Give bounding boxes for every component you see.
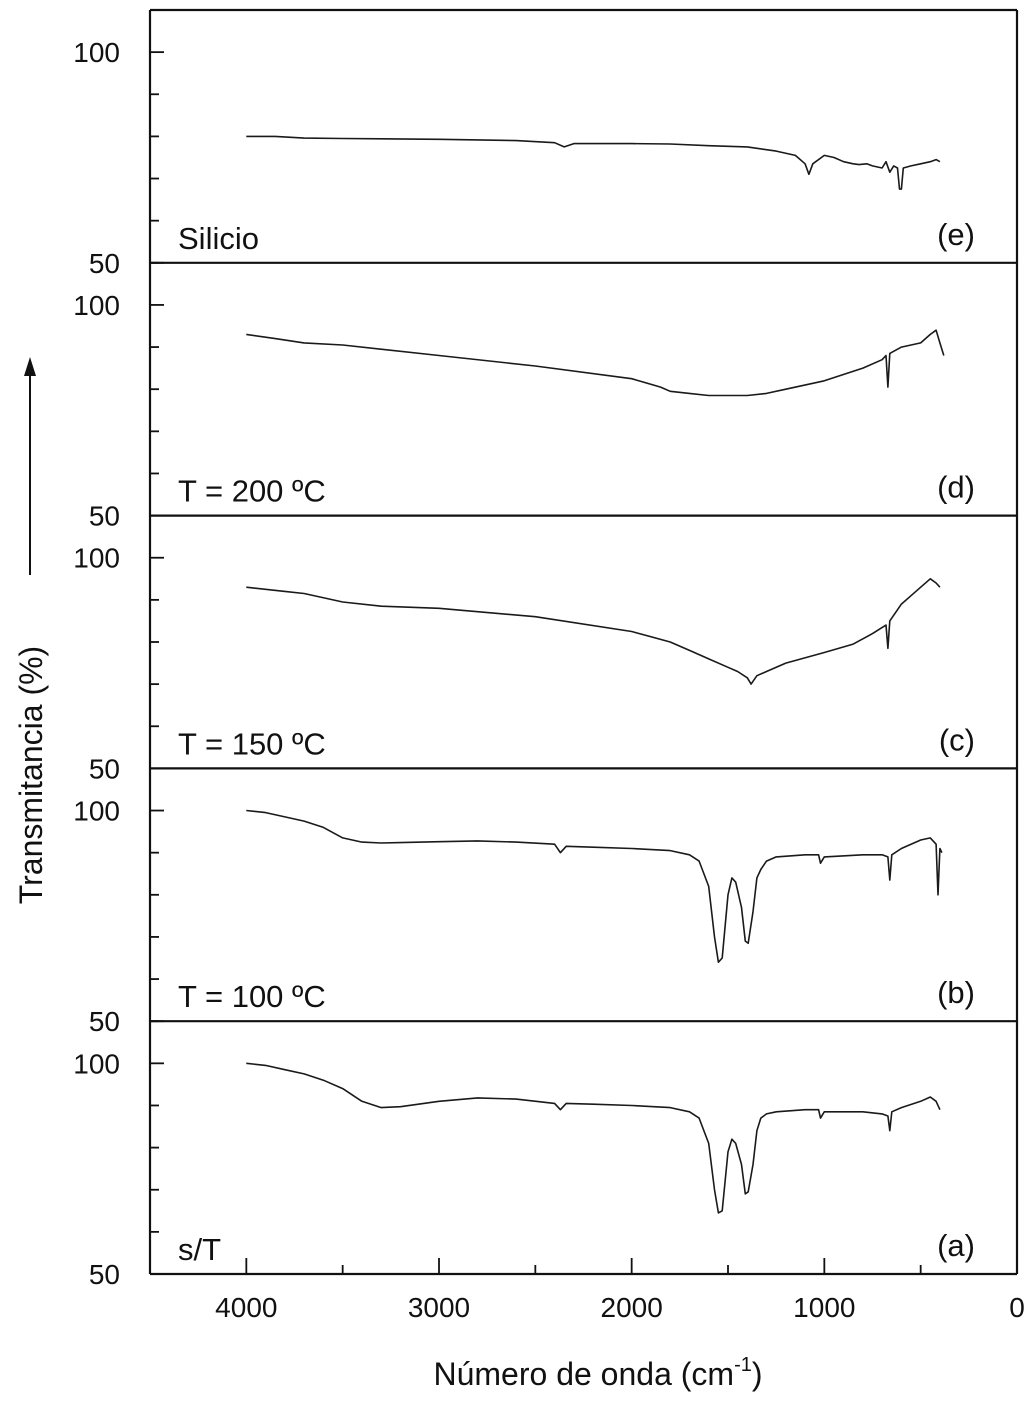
panel-name-label: T = 150 ºC: [178, 726, 326, 761]
panel-name-label: s/T: [178, 1232, 221, 1267]
y-tick-label: 50: [89, 1259, 120, 1290]
x-tick-label: 2000: [601, 1292, 663, 1323]
y-tick-label: 50: [89, 248, 120, 279]
x-axis-title-close: ): [752, 1356, 763, 1392]
y-tick-label: 100: [73, 1048, 120, 1079]
panel-d: 100 50 T = 200 ºC (d): [73, 261, 1017, 532]
panel-name-label: Silicio: [178, 221, 259, 256]
x-tick-label: 4000: [215, 1292, 277, 1323]
panel-name-label: T = 200 ºC: [178, 474, 326, 509]
spectrum-line: [246, 135, 941, 190]
panel-a: 100 50 s/T (a): [73, 1020, 1017, 1290]
x-tick-label: 1000: [793, 1292, 855, 1323]
y-tick-label: 100: [73, 290, 120, 321]
spectrum-line: [246, 329, 945, 397]
panel-b: 100 50 T = 100 ºC (b): [73, 767, 1017, 1037]
panel-letter-label: (a): [937, 1228, 975, 1263]
x-axis-title: Número de onda (cm-1): [433, 1354, 762, 1392]
panel-e: 100 50 Silicio (e): [73, 9, 1017, 279]
y-axis-title: Transmitancia (%): [13, 646, 49, 904]
x-tick-label: 0: [1009, 1292, 1025, 1323]
panel-c: 100 50 T = 150 ºC (c): [73, 514, 1017, 784]
y-axis-title-group: Transmitancia (%): [13, 357, 49, 904]
y-axis-arrow-head: [24, 357, 36, 376]
spectrum-line: [246, 1062, 941, 1214]
panels-group: 100 50 Silicio (e) 100 50 T = 200 ºC (d) 100 50 T …: [73, 9, 1017, 1290]
x-axis-title-main: Número de onda (cm: [433, 1356, 734, 1392]
y-tick-label: 100: [73, 796, 120, 827]
spectrum-line: [246, 809, 943, 963]
x-axis-title-superscript: -1: [734, 1354, 752, 1376]
x-axis: 4000 3000 2000 1000 0: [149, 1258, 1025, 1323]
y-tick-label: 50: [89, 1006, 120, 1037]
panel-letter-label: (b): [937, 975, 975, 1010]
panel-name-label: T = 100 ºC: [178, 979, 326, 1014]
panel-letter-label: (c): [939, 722, 975, 757]
x-tick-label: 3000: [408, 1292, 470, 1323]
spectrum-line: [246, 578, 941, 685]
y-tick-label: 100: [73, 543, 120, 574]
y-tick-label: 50: [89, 501, 120, 532]
y-tick-label: 100: [73, 37, 120, 68]
panel-letter-label: (e): [937, 217, 975, 252]
panel-letter-label: (d): [937, 470, 975, 505]
y-tick-label: 50: [89, 753, 120, 784]
